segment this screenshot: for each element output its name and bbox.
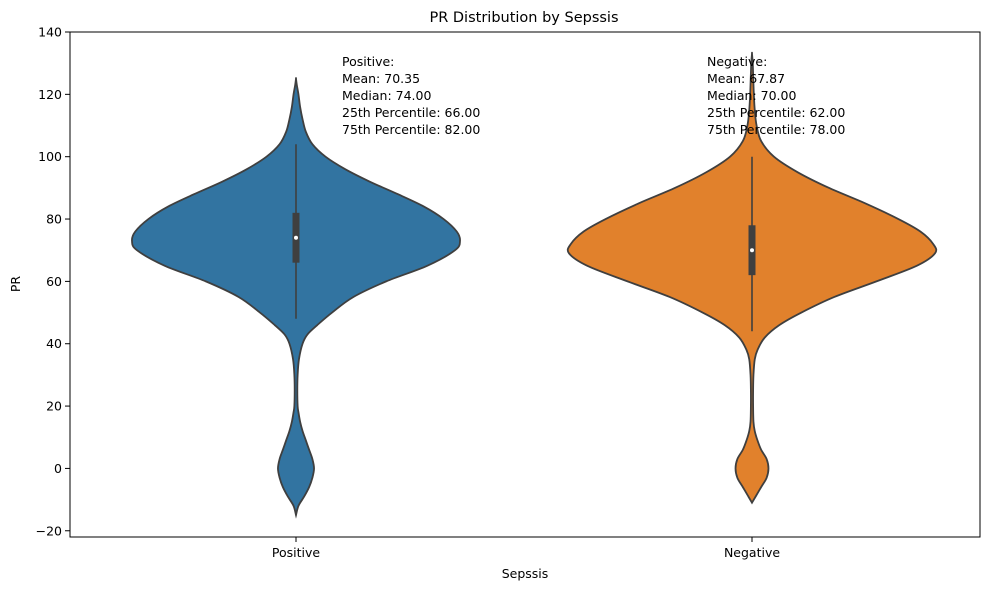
- median-marker-positive: [294, 235, 298, 240]
- annotation-negative-line: 25th Percentile: 62.00: [707, 105, 845, 120]
- x-tick-label-negative: Negative: [724, 545, 780, 560]
- annotation-positive-line: 25th Percentile: 66.00: [342, 105, 480, 120]
- annotation-positive-line: Mean: 70.35: [342, 71, 420, 86]
- y-tick-label: 120: [38, 87, 62, 102]
- y-tick-label: 80: [46, 212, 62, 227]
- x-tick-label-positive: Positive: [272, 545, 320, 560]
- annotation-negative-line: Median: 70.00: [707, 88, 796, 103]
- x-axis: Positive Negative: [272, 537, 780, 560]
- annotation-group: Positive: Mean: 70.35 Median: 74.00 25th Pe…: [342, 54, 845, 137]
- y-tick-label: 60: [46, 274, 62, 289]
- chart-title: PR Distribution by Sepssis: [429, 10, 618, 26]
- x-axis-title: Sepssis: [502, 566, 549, 581]
- annotation-positive-line: Positive:: [342, 54, 394, 69]
- inner-box-group: [292, 144, 756, 332]
- y-axis: −20 0 20 40 60 80 100 120 140: [36, 25, 70, 538]
- y-tick-label: 100: [38, 149, 62, 164]
- y-tick-label: 40: [46, 336, 62, 351]
- y-tick-label: 140: [38, 25, 62, 40]
- annotation-negative-line: Mean: 67.87: [707, 71, 785, 86]
- annotation-positive-line: Median: 74.00: [342, 88, 431, 103]
- annotation-positive-line: 75th Percentile: 82.00: [342, 122, 480, 137]
- plot-frame: [69, 31, 981, 538]
- annotation-negative-line: 75th Percentile: 78.00: [707, 122, 845, 137]
- annotation-negative-line: Negative:: [707, 54, 767, 69]
- y-tick-label: 20: [46, 399, 62, 414]
- y-tick-label: −20: [36, 523, 62, 538]
- y-axis-title: PR: [8, 276, 23, 293]
- y-tick-label: 0: [54, 461, 62, 476]
- median-marker-negative: [750, 248, 754, 253]
